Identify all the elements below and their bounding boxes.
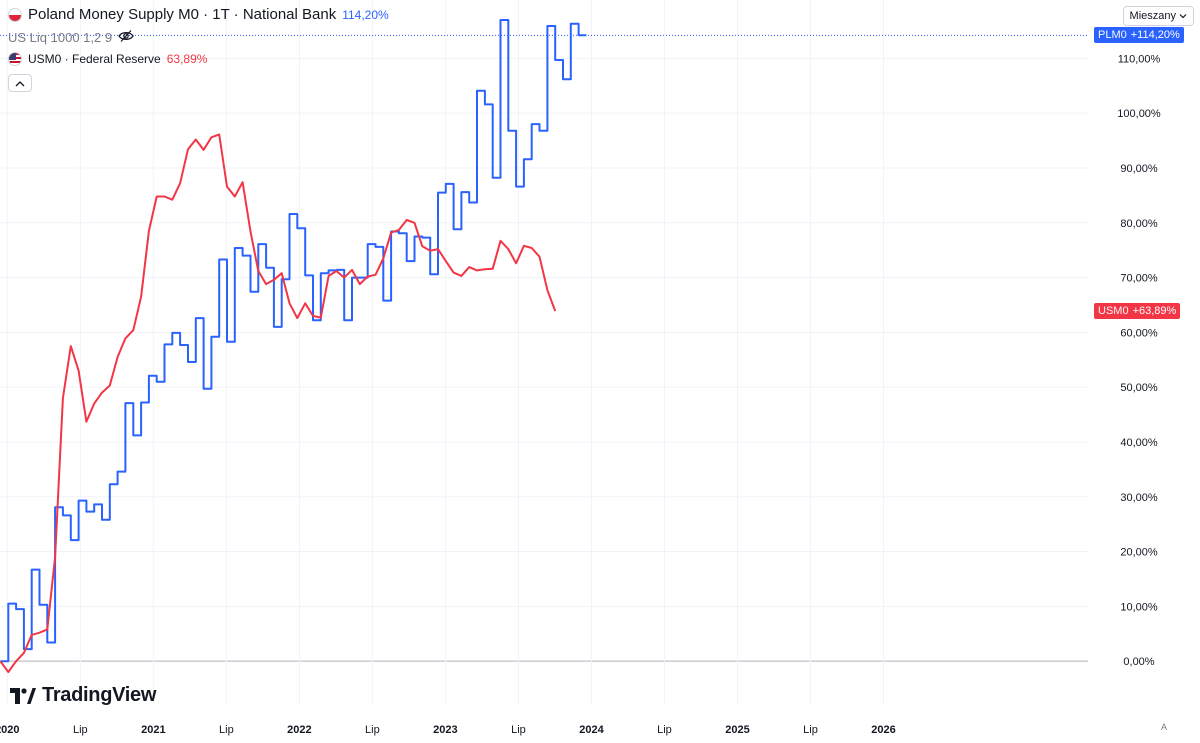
legend-main-row[interactable]: Poland Money Supply M0 · 1T · National B… — [8, 6, 389, 23]
x-tick-label: 2023 — [433, 724, 457, 736]
y-tick-label: 40,00% — [1120, 437, 1158, 449]
usm0-badge-value: +63,89% — [1132, 305, 1177, 317]
plm0-price-badge: PLM0 +114,20% — [1094, 27, 1184, 43]
x-tick-label: Lip — [657, 724, 672, 736]
scale-mode-dropdown[interactable]: Mieszany — [1122, 6, 1194, 26]
x-tick-label: 2021 — [141, 724, 165, 736]
chevron-up-icon — [15, 80, 25, 86]
y-tick-label: 0,00% — [1123, 656, 1154, 668]
tradingview-wordmark: TradingView — [42, 684, 157, 706]
auto-scale-button[interactable]: A — [1160, 722, 1167, 732]
y-tick-label: 110,00% — [1118, 53, 1161, 65]
eye-off-icon[interactable] — [118, 29, 134, 46]
collapse-legend-button[interactable] — [8, 74, 32, 92]
us-flag-icon — [8, 52, 22, 66]
y-tick-label: 90,00% — [1120, 163, 1158, 175]
plm0-badge-code: PLM0 — [1098, 29, 1127, 41]
y-tick-label: 70,00% — [1120, 273, 1158, 285]
x-tick-label: Lip — [803, 724, 818, 736]
y-tick-label: 10,00% — [1120, 601, 1158, 613]
plm0-badge-value: +114,20% — [1130, 29, 1180, 41]
x-tick-label: 2025 — [725, 724, 749, 736]
y-axis[interactable]: 0,00% 10,00% 20,00% 30,00% 40,00% 50,00% 60,00… — [1117, 53, 1161, 668]
usm0-price-badge: USM0 +63,89% — [1094, 303, 1181, 319]
legend-indicator-title: US Liq 1000 1,2 9 — [8, 30, 113, 45]
series-layer — [0, 19, 587, 674]
x-axis[interactable]: 2020 Lip 2021 Lip 2022 Lip 2023 Lip 2024 Lip 2025 L… — [0, 724, 896, 736]
x-tick-label: 2020 — [0, 724, 20, 736]
x-tick-label: Lip — [511, 724, 526, 736]
usm0-series-line — [0, 133, 557, 674]
y-tick-label: 80,00% — [1120, 218, 1158, 230]
x-tick-label: Lip — [219, 724, 234, 736]
tradingview-logo-icon — [10, 687, 36, 704]
legend-compare-title: USM0 · Federal Reserve — [28, 52, 161, 66]
legend-main-title: Poland Money Supply M0 · 1T · National B… — [28, 6, 337, 23]
x-tick-label: 2022 — [287, 724, 311, 736]
legend-indicator-row[interactable]: US Liq 1000 1,2 9 — [8, 29, 134, 46]
scale-mode-label: Mieszany — [1129, 10, 1176, 22]
y-tick-label: 30,00% — [1120, 492, 1158, 504]
y-tick-label: 20,00% — [1120, 547, 1158, 559]
chevron-down-icon — [1179, 14, 1187, 19]
x-tick-label: 2024 — [579, 724, 604, 736]
y-tick-label: 50,00% — [1120, 382, 1158, 394]
legend-compare-value: 63,89% — [166, 52, 208, 66]
legend-compare-row[interactable]: USM0 · Federal Reserve 63,89% — [8, 52, 207, 66]
plm0-series-line — [0, 19, 587, 663]
x-tick-label: Lip — [365, 724, 380, 736]
tradingview-logo[interactable]: TradingView — [10, 684, 156, 707]
y-tick-label: 100,00% — [1117, 108, 1161, 120]
y-tick-label: 60,00% — [1120, 327, 1158, 339]
x-tick-label: 2026 — [871, 724, 895, 736]
usm0-badge-code: USM0 — [1098, 305, 1129, 317]
grid-lines — [0, 0, 1088, 705]
legend-main-value: 114,20% — [342, 7, 389, 22]
x-tick-label: Lip — [73, 724, 88, 736]
poland-flag-icon — [8, 7, 22, 22]
